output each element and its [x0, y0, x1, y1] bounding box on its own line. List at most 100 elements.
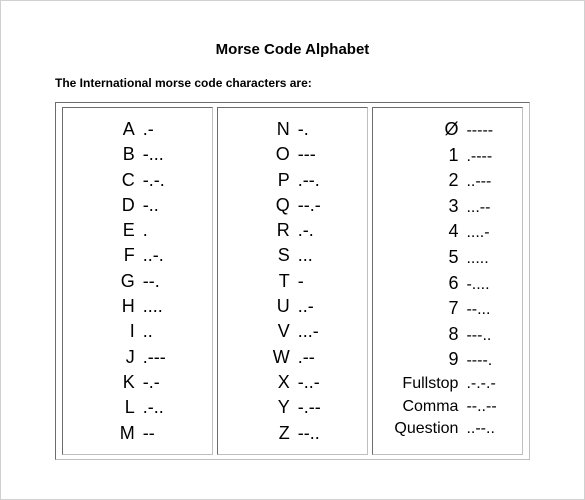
morse-row: B-... [69, 142, 206, 166]
morse-row: N-. [224, 117, 361, 141]
morse-row: C-.-. [69, 168, 206, 192]
morse-row: L.-.. [69, 395, 206, 419]
morse-code: ... [298, 243, 313, 267]
morse-code: -... [143, 142, 164, 166]
morse-code: ---.. [466, 325, 491, 347]
morse-row: Ø----- [379, 117, 516, 142]
morse-char: X [224, 370, 298, 394]
morse-code: .---- [466, 146, 492, 168]
morse-code: -- [143, 421, 155, 445]
morse-code: -.... [466, 274, 489, 296]
morse-char: 5 [379, 245, 466, 269]
page-title: Morse Code Alphabet [25, 41, 560, 58]
column-1: A.-B-...C-.-.D-..E.F..-.G--.H....I..J.--… [62, 107, 213, 455]
morse-char: Question [379, 418, 466, 440]
morse-row: D-.. [69, 193, 206, 217]
morse-char: K [69, 370, 143, 394]
morse-char: N [224, 117, 298, 141]
morse-char: H [69, 294, 143, 318]
morse-code: -..- [298, 370, 320, 394]
morse-row: Z--.. [224, 421, 361, 445]
morse-code: -.. [143, 193, 159, 217]
morse-row: X-..- [224, 370, 361, 394]
morse-row: O--- [224, 142, 361, 166]
morse-char: V [224, 319, 298, 343]
morse-code: --..-- [466, 396, 496, 418]
morse-row: A.- [69, 117, 206, 141]
morse-row: E. [69, 218, 206, 242]
morse-char: Fullstop [379, 373, 466, 395]
morse-code: ..--.. [466, 418, 494, 440]
morse-row: 9----. [379, 347, 516, 372]
morse-char: 4 [379, 219, 466, 243]
morse-code: -.-. [143, 168, 165, 192]
morse-row: 6-.... [379, 271, 516, 296]
morse-row: Comma--..-- [379, 396, 516, 418]
morse-code: .-.-.- [466, 373, 495, 395]
morse-char: A [69, 117, 143, 141]
morse-code: ....- [466, 222, 489, 244]
morse-char: F [69, 243, 143, 267]
morse-char: 6 [379, 271, 466, 295]
column-3: Ø-----1.----2..---3...--4....-5.....6-..… [372, 107, 523, 455]
page-container: Morse Code Alphabet The International mo… [0, 0, 585, 500]
morse-code: ...- [298, 319, 319, 343]
morse-code: ..... [466, 248, 488, 270]
morse-char: J [69, 345, 143, 369]
morse-row: Q--.- [224, 193, 361, 217]
morse-code: .--. [298, 168, 320, 192]
morse-row: I.. [69, 319, 206, 343]
morse-char: Y [224, 395, 298, 419]
morse-char: R [224, 218, 298, 242]
morse-char: U [224, 294, 298, 318]
morse-code: ----- [466, 120, 493, 142]
morse-code: .-- [298, 345, 315, 369]
morse-char: 7 [379, 296, 466, 320]
morse-row: V...- [224, 319, 361, 343]
morse-row: T- [224, 269, 361, 293]
morse-code: . [143, 218, 148, 242]
morse-char: 1 [379, 143, 466, 167]
morse-row: W.-- [224, 345, 361, 369]
morse-char: 3 [379, 194, 466, 218]
morse-row: H.... [69, 294, 206, 318]
morse-code: ----. [466, 350, 492, 372]
morse-char: S [224, 243, 298, 267]
morse-row: J.--- [69, 345, 206, 369]
morse-code: -.- [143, 370, 160, 394]
morse-row: R.-. [224, 218, 361, 242]
morse-char: E [69, 218, 143, 242]
morse-code: ...-- [466, 197, 490, 219]
morse-char: W [224, 345, 298, 369]
morse-code: .... [143, 294, 163, 318]
morse-char: L [69, 395, 143, 419]
morse-char: G [69, 269, 143, 293]
column-2: N-.O---P.--.Q--.-R.-.S...T-U..-V...-W.--… [217, 107, 368, 455]
morse-row: U..- [224, 294, 361, 318]
morse-code: -. [298, 117, 309, 141]
morse-code: --.- [298, 193, 321, 217]
morse-row: P.--. [224, 168, 361, 192]
morse-row: M-- [69, 421, 206, 445]
morse-code: .-. [298, 218, 314, 242]
morse-row: G--. [69, 269, 206, 293]
morse-char: B [69, 142, 143, 166]
morse-code: --. [143, 269, 160, 293]
morse-code: -.-- [298, 395, 321, 419]
morse-code: --- [298, 142, 316, 166]
page-subtitle: The International morse code characters … [55, 76, 560, 90]
morse-code: ..- [298, 294, 314, 318]
morse-char: Q [224, 193, 298, 217]
morse-row: K-.- [69, 370, 206, 394]
morse-char: 9 [379, 347, 466, 371]
morse-row: 3...-- [379, 194, 516, 219]
morse-row: 2..--- [379, 168, 516, 193]
morse-char: P [224, 168, 298, 192]
morse-char: Ø [379, 117, 466, 141]
morse-code: --... [466, 299, 490, 321]
morse-char: D [69, 193, 143, 217]
columns-wrapper: A.-B-...C-.-.D-..E.F..-.G--.H....I..J.--… [55, 102, 530, 460]
morse-row: S... [224, 243, 361, 267]
morse-code: --.. [298, 421, 320, 445]
morse-char: I [69, 319, 143, 343]
